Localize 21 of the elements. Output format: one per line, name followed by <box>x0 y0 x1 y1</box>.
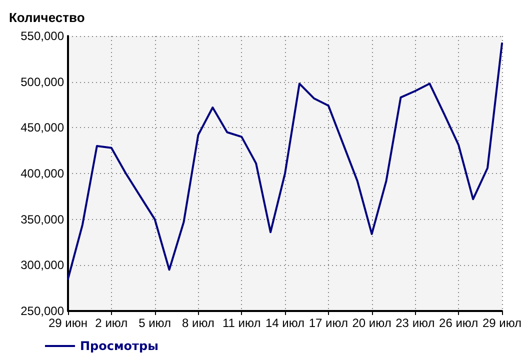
x-tick-label: 29 июн <box>48 316 88 330</box>
y-tick-label: 500,000 <box>20 74 64 89</box>
y-tick-label: 300,000 <box>20 258 64 272</box>
x-tick-label: 5 июл <box>138 316 172 330</box>
x-tick-label: 26 июл <box>439 316 478 330</box>
y-tick-label: 550,000 <box>20 29 64 43</box>
x-tick-label: 11 июл <box>222 316 261 330</box>
x-tick-label: 20 июл <box>352 316 392 330</box>
x-tick-label: 17 июл <box>308 316 348 330</box>
x-tick-label: 2 июл <box>95 316 128 330</box>
legend-label: Просмотры <box>80 339 158 353</box>
x-tick-label: 29 июл <box>482 316 522 330</box>
x-tick-label: 23 июл <box>396 316 435 330</box>
y-tick-label: 350,000 <box>20 212 64 226</box>
y-tick-label: 450,000 <box>20 120 64 135</box>
line-series <box>67 42 503 280</box>
x-tick-label: 8 июл <box>182 316 214 330</box>
y-axis-title: Количество <box>9 10 85 25</box>
y-tick-label: 400,000 <box>20 166 64 180</box>
y-tick-label: 250,000 <box>20 304 64 318</box>
x-tick-label: 14 июл <box>265 316 305 330</box>
